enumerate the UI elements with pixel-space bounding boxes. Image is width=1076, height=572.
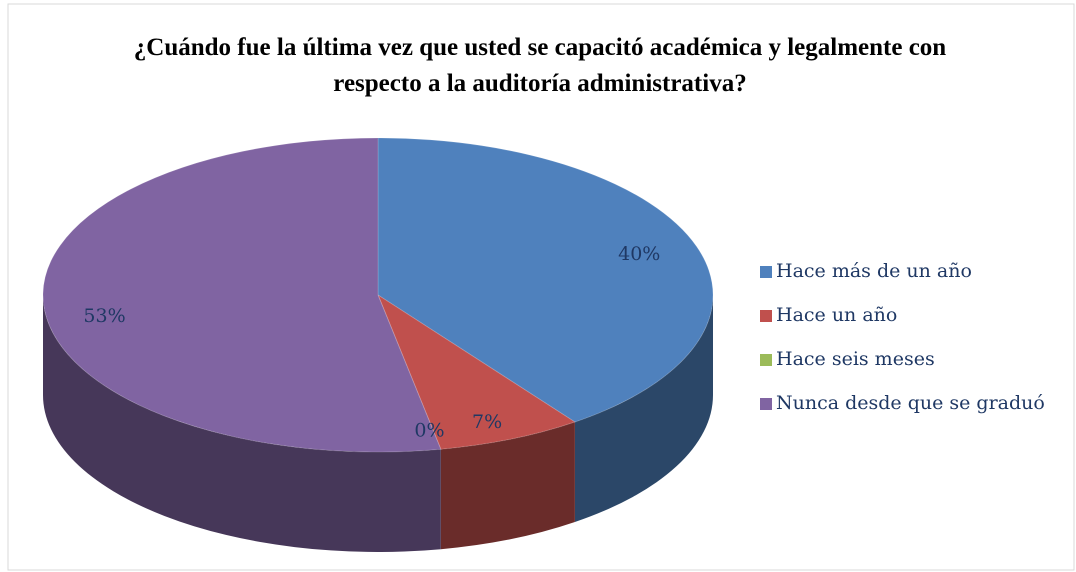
data-label: 53% [83,305,125,327]
pie-slice [42,137,442,453]
legend-swatch [760,398,772,410]
chart-title: ¿Cuándo fue la última vez que usted se c… [133,34,947,97]
pie-side [574,295,713,523]
legend-label: Hace un año [776,304,897,326]
data-label: 40% [618,243,660,265]
legend-swatch [760,310,772,322]
data-label: 7% [472,411,502,433]
data-label: 0% [414,419,444,441]
legend-label: Hace más de un año [776,260,972,282]
pie-side [43,295,441,552]
legend-label: Hace seis meses [776,348,935,370]
legend-label: Nunca desde que se graduó [776,392,1045,414]
pie-side [440,422,575,550]
pie-slice [377,137,714,423]
legend-swatch [760,354,772,366]
chart-border [7,3,1075,571]
legend-swatch [760,266,772,278]
pie-slice [376,293,577,450]
